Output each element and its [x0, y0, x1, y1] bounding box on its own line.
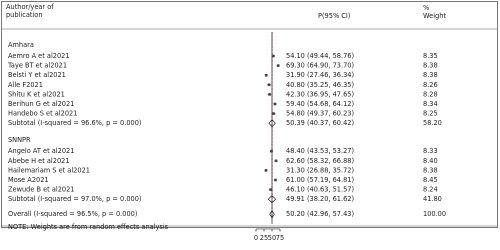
- ci-label: 50.39 (40.37, 60.42): [286, 119, 354, 127]
- ci-label: 69.30 (64.90, 73.70): [286, 62, 354, 70]
- ci-label: 46.10 (40.63, 51.57): [286, 186, 354, 194]
- ci-label: 49.91 (38.20, 61.62): [286, 195, 354, 203]
- point-box: [274, 159, 278, 163]
- point-box: [274, 178, 277, 182]
- ci-label: 42.30 (36.95, 47.65): [286, 90, 354, 98]
- point-box: [269, 188, 273, 191]
- ci-label: 54.10 (49.44, 58.76): [286, 52, 354, 60]
- study-label: Belsti Y et al2021: [8, 71, 66, 79]
- point-box: [264, 73, 268, 77]
- x-tick-label: 50: [268, 234, 276, 242]
- point-box: [264, 169, 268, 172]
- weight-label: 8.38: [423, 62, 438, 70]
- ci-label: 40.80 (35.25, 46.35): [286, 81, 354, 89]
- ci-label: 31.30 (26.88, 35.72): [286, 166, 354, 174]
- weight-label: 8.38: [423, 166, 438, 174]
- study-label: Handebo S et al2021: [8, 110, 77, 118]
- x-tick-label: 0: [254, 234, 258, 242]
- header-study-wrap: Author/year of publication: [6, 3, 54, 19]
- point-box: [276, 64, 280, 67]
- weight-label: 8.28: [423, 90, 438, 98]
- x-tick-label: 75: [276, 234, 284, 242]
- study-label: Aemro A et al2021: [8, 52, 70, 60]
- ci-label: 59.40 (54.68, 64.12): [286, 100, 354, 108]
- subtotal-label: Subtotal (I-squared = 97.0%, p = 0.000): [8, 195, 141, 203]
- weight-label: 58.20: [423, 119, 442, 127]
- point-box: [267, 83, 271, 87]
- study-label: Alle F2021: [8, 81, 43, 89]
- subtotal-label: Overall (I-squared = 96.5%, p = 0.000): [8, 210, 137, 218]
- weight-label: 8.40: [423, 157, 438, 165]
- subtotal-label: Subtotal (I-squared = 96.6%, p = 0.000): [8, 119, 141, 127]
- weight-label: 8.33: [423, 147, 438, 155]
- weight-label: 8.45: [423, 176, 438, 184]
- weight-label: 8.25: [423, 110, 438, 118]
- weight-label: 8.26: [423, 81, 438, 89]
- pooled-diamond: [268, 119, 276, 128]
- point-box: [268, 93, 271, 96]
- pooled-diamond: [269, 210, 275, 219]
- weight-label: 8.38: [423, 71, 438, 79]
- ci-label: 50.20 (42.96, 57.43): [286, 210, 354, 218]
- ci-label: 31.90 (27.46, 36.34): [286, 71, 354, 79]
- header-weight: Weight: [423, 12, 446, 20]
- note: NOTE: Weights are from random effects an…: [8, 223, 169, 231]
- study-label: Mose A2021: [8, 176, 49, 184]
- point-box: [272, 112, 275, 115]
- point-box: [272, 54, 275, 58]
- ci-label: 61.00 (57.19, 64.81): [286, 176, 354, 184]
- point-box: [270, 149, 273, 153]
- study-label: Abebe H et al2021: [8, 157, 70, 165]
- weight-label: 41.80: [423, 195, 442, 203]
- study-label: Zewude B et al2021: [8, 186, 75, 194]
- study-label: Angelo AT et al2021: [8, 147, 74, 155]
- ci-label: 54.80 (49.37, 60.23): [286, 110, 354, 118]
- ci-label: 62.60 (58.32, 66.88): [286, 157, 354, 165]
- group-label: Amhara: [8, 41, 34, 49]
- weight-label: 8.35: [423, 52, 438, 60]
- group-label: SNNPR: [8, 136, 31, 144]
- study-label: Berihun G et al2021: [8, 100, 74, 108]
- header-estimate: P(95% CI): [318, 12, 350, 20]
- weight-label: 8.24: [423, 186, 438, 194]
- weight-label: 8.34: [423, 100, 438, 108]
- header-weight-unit: %: [423, 4, 429, 12]
- point-box: [273, 102, 277, 106]
- study-label: Hailemariam S et al2021: [8, 166, 90, 174]
- ci-label: 48.40 (43.53, 53.27): [286, 147, 354, 155]
- study-label: Shitu K et al2021: [8, 90, 65, 98]
- frame: [1, 1, 498, 228]
- header-study-text: Author/year of publication: [6, 3, 54, 19]
- pooled-diamond: [267, 195, 277, 204]
- weight-label: 100.00: [423, 210, 446, 218]
- x-tick-label: 25: [260, 234, 268, 242]
- study-label: Taye BT et al2021: [7, 62, 67, 70]
